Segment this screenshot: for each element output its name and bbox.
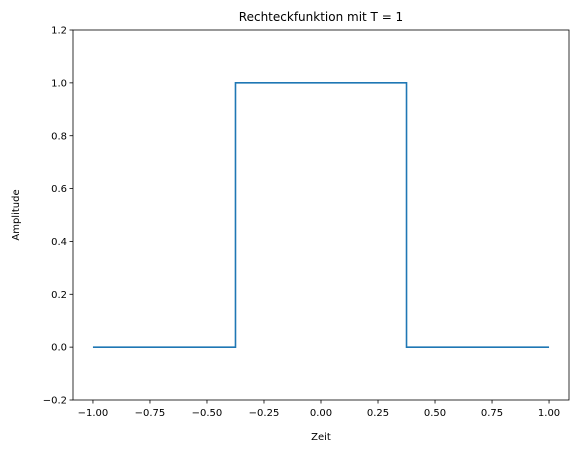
chart-title: Rechteckfunktion mit T = 1	[239, 10, 403, 24]
x-tick-label: 0.00	[310, 408, 332, 419]
x-axis-label: Zeit	[311, 432, 331, 443]
y-tick-label: 1.0	[51, 78, 67, 89]
y-axis-ticks: −0.2 0.0 0.2 0.4 0.6 0.8 1.0 1.2	[43, 26, 73, 407]
y-tick-label: 0.0	[51, 343, 67, 354]
y-tick-label: 1.2	[51, 26, 67, 37]
y-tick-label: 0.6	[51, 184, 67, 195]
x-axis-ticks: −1.00 −0.75 −0.50 −0.25 0.00 0.25 0.50 0.75 1.00	[78, 400, 560, 419]
y-tick-label: 0.8	[51, 131, 67, 142]
x-tick-label: −1.00	[78, 408, 109, 419]
x-tick-label: 0.25	[367, 408, 389, 419]
y-tick-label: −0.2	[43, 396, 67, 407]
y-tick-label: 0.2	[51, 290, 67, 301]
y-tick-label: 0.4	[51, 237, 67, 248]
x-tick-label: 0.75	[481, 408, 503, 419]
x-tick-label: 0.50	[424, 408, 446, 419]
x-tick-label: 1.00	[538, 408, 560, 419]
y-axis-label: Amplitude	[11, 189, 22, 240]
plot-series	[92, 82, 550, 348]
x-tick-label: −0.50	[192, 408, 223, 419]
x-tick-label: −0.25	[249, 408, 280, 419]
series-line	[92, 82, 550, 348]
x-tick-label: −0.75	[135, 408, 166, 419]
plot-frame	[72, 29, 570, 401]
